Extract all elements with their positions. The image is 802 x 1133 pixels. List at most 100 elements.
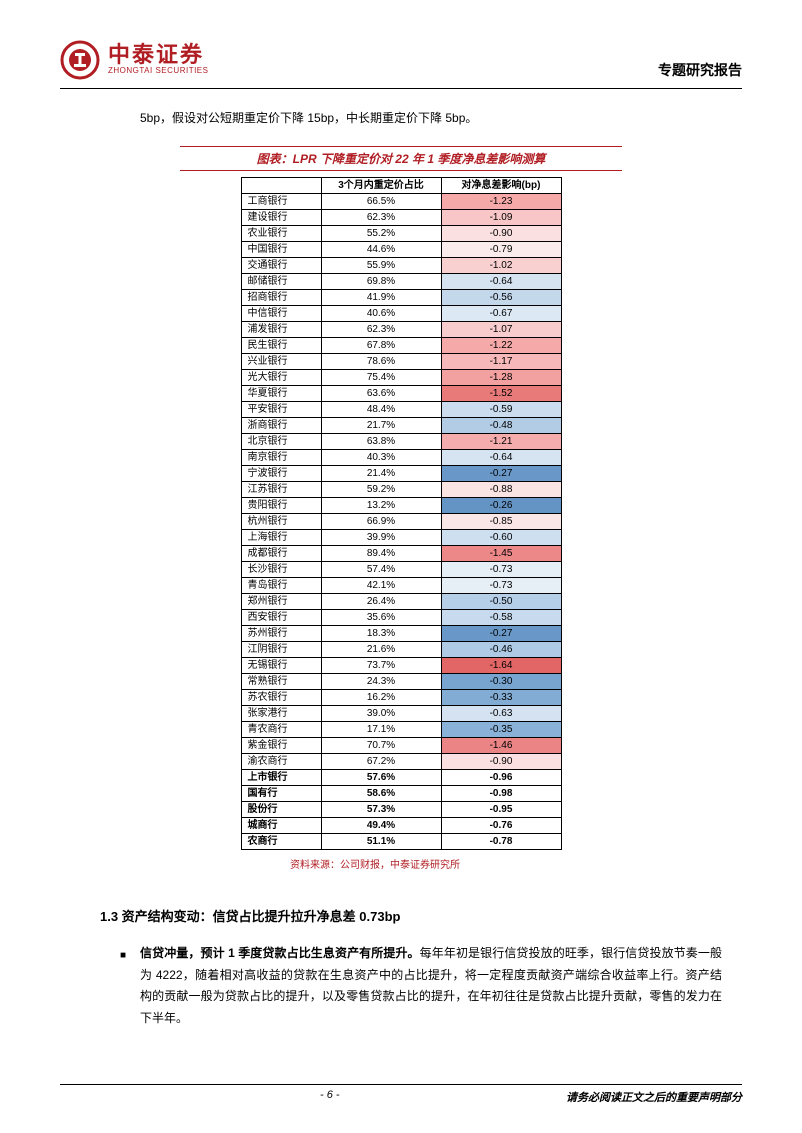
chart-source: 资料来源：公司财报，中泰证券研究所 bbox=[290, 856, 622, 871]
cell-impact: -1.23 bbox=[441, 194, 561, 210]
cell-ratio: 21.7% bbox=[321, 418, 441, 434]
cell-ratio: 57.3% bbox=[321, 802, 441, 818]
report-type: 专题研究报告 bbox=[658, 60, 742, 80]
summary-row: 农商行51.1%-0.78 bbox=[241, 834, 561, 850]
table-row: 兴业银行78.6%-1.17 bbox=[241, 354, 561, 370]
summary-row: 国有行58.6%-0.98 bbox=[241, 786, 561, 802]
logo-en: ZHONGTAI SECURITIES bbox=[108, 66, 208, 76]
cell-name: 苏州银行 bbox=[241, 626, 321, 642]
cell-name: 江苏银行 bbox=[241, 482, 321, 498]
summary-row: 上市银行57.6%-0.96 bbox=[241, 770, 561, 786]
cell-ratio: 67.2% bbox=[321, 754, 441, 770]
cell-impact: -0.33 bbox=[441, 690, 561, 706]
cell-ratio: 55.9% bbox=[321, 258, 441, 274]
cell-impact: -0.76 bbox=[441, 818, 561, 834]
cell-ratio: 66.5% bbox=[321, 194, 441, 210]
cell-ratio: 13.2% bbox=[321, 498, 441, 514]
table-row: 南京银行40.3%-0.64 bbox=[241, 450, 561, 466]
cell-name: 郑州银行 bbox=[241, 594, 321, 610]
cell-name: 光大银行 bbox=[241, 370, 321, 386]
table-row: 交通银行55.9%-1.02 bbox=[241, 258, 561, 274]
cell-impact: -0.27 bbox=[441, 466, 561, 482]
cell-name: 成都银行 bbox=[241, 546, 321, 562]
cell-name: 南京银行 bbox=[241, 450, 321, 466]
cell-impact: -0.96 bbox=[441, 770, 561, 786]
cell-impact: -0.27 bbox=[441, 626, 561, 642]
cell-name: 青农商行 bbox=[241, 722, 321, 738]
cell-ratio: 78.6% bbox=[321, 354, 441, 370]
cell-name: 苏农银行 bbox=[241, 690, 321, 706]
cell-impact: -0.90 bbox=[441, 754, 561, 770]
cell-ratio: 63.6% bbox=[321, 386, 441, 402]
cell-ratio: 18.3% bbox=[321, 626, 441, 642]
cell-ratio: 42.1% bbox=[321, 578, 441, 594]
cell-impact: -1.52 bbox=[441, 386, 561, 402]
table-row: 苏农银行16.2%-0.33 bbox=[241, 690, 561, 706]
table-row: 江阴银行21.6%-0.46 bbox=[241, 642, 561, 658]
cell-ratio: 58.6% bbox=[321, 786, 441, 802]
cell-impact: -0.58 bbox=[441, 610, 561, 626]
table-row: 渝农商行67.2%-0.90 bbox=[241, 754, 561, 770]
cell-impact: -0.98 bbox=[441, 786, 561, 802]
page-header: 中泰证券 ZHONGTAI SECURITIES 专题研究报告 bbox=[60, 40, 742, 89]
cell-ratio: 41.9% bbox=[321, 290, 441, 306]
table-row: 无锡银行73.7%-1.64 bbox=[241, 658, 561, 674]
cell-impact: -1.28 bbox=[441, 370, 561, 386]
table-row: 张家港行39.0%-0.63 bbox=[241, 706, 561, 722]
cell-name: 平安银行 bbox=[241, 402, 321, 418]
cell-ratio: 26.4% bbox=[321, 594, 441, 610]
cell-ratio: 55.2% bbox=[321, 226, 441, 242]
table-row: 平安银行48.4%-0.59 bbox=[241, 402, 561, 418]
cell-impact: -0.60 bbox=[441, 530, 561, 546]
cell-ratio: 51.1% bbox=[321, 834, 441, 850]
cell-ratio: 40.6% bbox=[321, 306, 441, 322]
cell-name: 西安银行 bbox=[241, 610, 321, 626]
cell-name: 邮储银行 bbox=[241, 274, 321, 290]
table-row: 招商银行41.9%-0.56 bbox=[241, 290, 561, 306]
cell-name: 农商行 bbox=[241, 834, 321, 850]
cell-ratio: 75.4% bbox=[321, 370, 441, 386]
cell-impact: -1.17 bbox=[441, 354, 561, 370]
logo-icon bbox=[60, 40, 100, 80]
cell-impact: -0.63 bbox=[441, 706, 561, 722]
cell-name: 江阴银行 bbox=[241, 642, 321, 658]
cell-ratio: 73.7% bbox=[321, 658, 441, 674]
cell-ratio: 44.6% bbox=[321, 242, 441, 258]
cell-ratio: 39.0% bbox=[321, 706, 441, 722]
cell-ratio: 21.6% bbox=[321, 642, 441, 658]
cell-name: 无锡银行 bbox=[241, 658, 321, 674]
cell-name: 招商银行 bbox=[241, 290, 321, 306]
cell-name: 中信银行 bbox=[241, 306, 321, 322]
cell-name: 北京银行 bbox=[241, 434, 321, 450]
logo-block: 中泰证券 ZHONGTAI SECURITIES bbox=[60, 40, 208, 80]
cell-impact: -1.02 bbox=[441, 258, 561, 274]
table-row: 长沙银行57.4%-0.73 bbox=[241, 562, 561, 578]
cell-ratio: 70.7% bbox=[321, 738, 441, 754]
table-row: 农业银行55.2%-0.90 bbox=[241, 226, 561, 242]
cell-ratio: 57.4% bbox=[321, 562, 441, 578]
table-row: 常熟银行24.3%-0.30 bbox=[241, 674, 561, 690]
cell-ratio: 59.2% bbox=[321, 482, 441, 498]
table-row: 浙商银行21.7%-0.48 bbox=[241, 418, 561, 434]
footer-note: 请务必阅读正文之后的重要声明部分 bbox=[566, 1089, 742, 1105]
cell-ratio: 62.3% bbox=[321, 322, 441, 338]
table-row: 华夏银行63.6%-1.52 bbox=[241, 386, 561, 402]
cell-name: 交通银行 bbox=[241, 258, 321, 274]
cell-name: 上海银行 bbox=[241, 530, 321, 546]
table-row: 宁波银行21.4%-0.27 bbox=[241, 466, 561, 482]
table-row: 青农商行17.1%-0.35 bbox=[241, 722, 561, 738]
cell-ratio: 57.6% bbox=[321, 770, 441, 786]
cell-name: 紫金银行 bbox=[241, 738, 321, 754]
table-row: 杭州银行66.9%-0.85 bbox=[241, 514, 561, 530]
table-row: 紫金银行70.7%-1.46 bbox=[241, 738, 561, 754]
chart-title: 图表：LPR 下降重定价对 22 年 1 季度净息差影响测算 bbox=[180, 146, 622, 171]
table-row: 光大银行75.4%-1.28 bbox=[241, 370, 561, 386]
logo-cn: 中泰证券 bbox=[108, 44, 208, 66]
cell-ratio: 67.8% bbox=[321, 338, 441, 354]
cell-name: 渝农商行 bbox=[241, 754, 321, 770]
cell-impact: -0.64 bbox=[441, 450, 561, 466]
cell-impact: -0.46 bbox=[441, 642, 561, 658]
table-row: 民生银行67.8%-1.22 bbox=[241, 338, 561, 354]
cell-impact: -0.50 bbox=[441, 594, 561, 610]
cell-impact: -0.67 bbox=[441, 306, 561, 322]
